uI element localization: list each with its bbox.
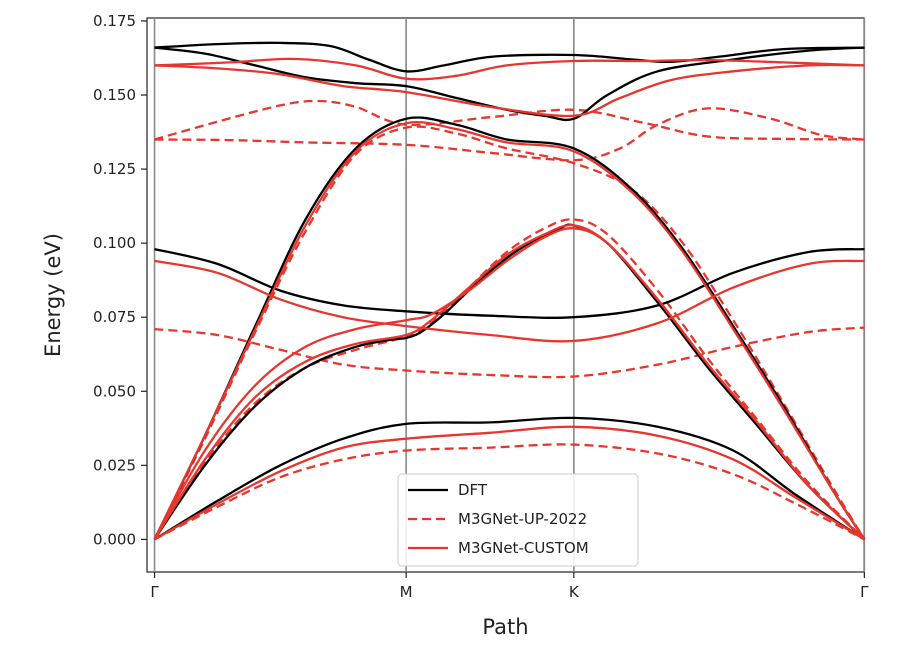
legend-label: M3GNet-UP-2022 xyxy=(458,510,587,528)
series-line-m3gnet-up-2022 xyxy=(153,218,866,541)
series-line-m3gnet-custom xyxy=(154,63,865,118)
series-line-m3gnet-up-2022 xyxy=(153,125,866,540)
series-line-dft xyxy=(153,223,866,541)
series-line-m3gnet-custom xyxy=(153,227,866,541)
series-line-dft xyxy=(153,416,866,541)
y-tick-label: 0.150 xyxy=(93,86,136,104)
series-line-dft xyxy=(154,247,865,319)
legend-label: DFT xyxy=(458,481,488,499)
series-line-m3gnet-custom xyxy=(154,259,865,343)
y-axis-title: Energy (eV) xyxy=(41,233,65,357)
x-tick-label: K xyxy=(569,583,580,601)
y-tick-label: 0.050 xyxy=(93,382,136,400)
legend: DFT M3GNet-UP-2022 M3GNet-CUSTOM xyxy=(397,473,639,567)
x-axis-title: Path xyxy=(482,615,528,639)
y-axis: 0.000 0.025 0.050 0.075 0.100 0.125 0.150 0.175 xyxy=(93,12,147,548)
y-tick-label: 0.100 xyxy=(93,234,136,252)
legend-box xyxy=(397,473,639,567)
x-tick-label: M xyxy=(400,583,413,601)
x-tick-label: Γ xyxy=(150,583,159,601)
legend-label: M3GNet-CUSTOM xyxy=(458,539,589,557)
series-line-dft xyxy=(154,41,865,73)
y-tick-label: 0.125 xyxy=(93,160,136,178)
series-line-m3gnet-up-2022 xyxy=(154,326,865,379)
series-line-m3gnet-custom xyxy=(153,120,866,541)
y-tick-label: 0.175 xyxy=(93,12,136,30)
series-line-dft xyxy=(153,116,866,541)
y-tick-label: 0.000 xyxy=(93,530,136,548)
y-tick-label: 0.025 xyxy=(93,456,136,474)
series-line-m3gnet-up-2022 xyxy=(154,99,865,141)
series-line-m3gnet-up-2022 xyxy=(153,443,865,541)
x-tick-label: Γ xyxy=(860,583,869,601)
series-layer xyxy=(153,41,866,541)
series-line-m3gnet-up-2022 xyxy=(154,107,865,162)
series-line-m3gnet-custom xyxy=(153,425,865,541)
y-tick-label: 0.075 xyxy=(93,308,136,326)
series-line-m3gnet-custom xyxy=(154,57,865,81)
